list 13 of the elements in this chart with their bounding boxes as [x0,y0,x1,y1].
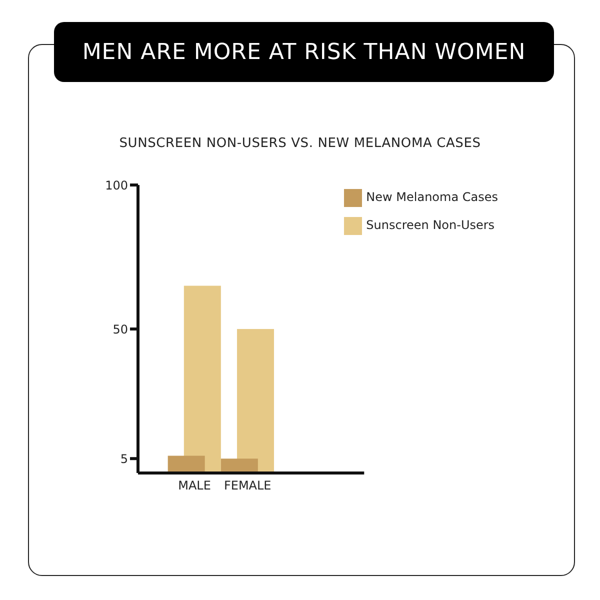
x-tick-label: FEMALE [224,478,272,493]
legend-label: Sunscreen Non-Users [366,218,495,232]
bar [237,329,274,473]
chart-subtitle: SUNSCREEN NON-USERS VS. NEW MELANOMA CASES [118,136,482,151]
y-tick-label: 50 [112,322,128,336]
bar [168,456,205,473]
legend-label: New Melanoma Cases [366,190,498,204]
bar [184,286,221,473]
bar [220,458,258,473]
y-tick-label: 100 [105,178,128,192]
chart-title: MEN ARE MORE AT RISK THAN WOMEN [54,22,554,82]
x-tick-label: MALE [178,478,211,493]
y-tick-label: 5 [120,452,128,466]
